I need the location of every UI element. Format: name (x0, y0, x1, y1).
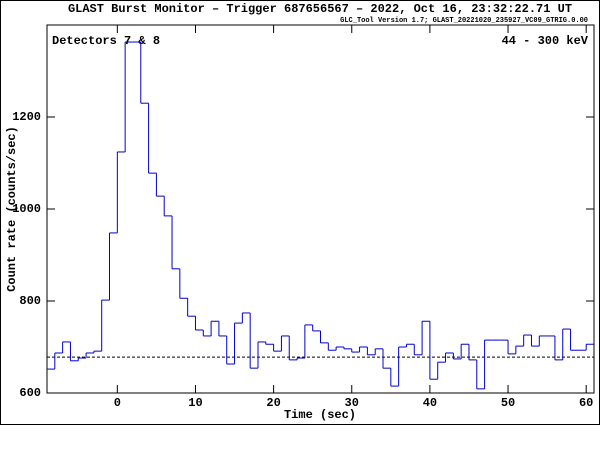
annotation: 44 - 300 keV (502, 34, 589, 48)
chart-title: GLAST Burst Monitor – Trigger 687656567 … (68, 2, 572, 16)
y-tick-label: 800 (19, 294, 41, 308)
y-tick-label: 1200 (12, 110, 41, 124)
x-tick-label: 0 (114, 396, 121, 410)
chart-subtitle: GLC_Tool Version 1.7; GLAST_20221020_235… (340, 17, 588, 25)
x-axis-label: Time (sec) (284, 408, 356, 422)
y-axis-label: Count rate (counts/sec) (5, 126, 19, 292)
x-tick-label: 40 (423, 396, 437, 410)
x-tick-label: 50 (501, 396, 515, 410)
y-tick-label: 1000 (12, 202, 41, 216)
y-tick-label: 600 (19, 386, 41, 400)
x-tick-label: 20 (266, 396, 280, 410)
annotation: Detectors 7 & 8 (52, 34, 160, 48)
frame (0, 0, 600, 425)
x-tick-label: 30 (345, 396, 359, 410)
x-tick-label: 10 (188, 396, 202, 410)
x-tick-label: 60 (579, 396, 593, 410)
